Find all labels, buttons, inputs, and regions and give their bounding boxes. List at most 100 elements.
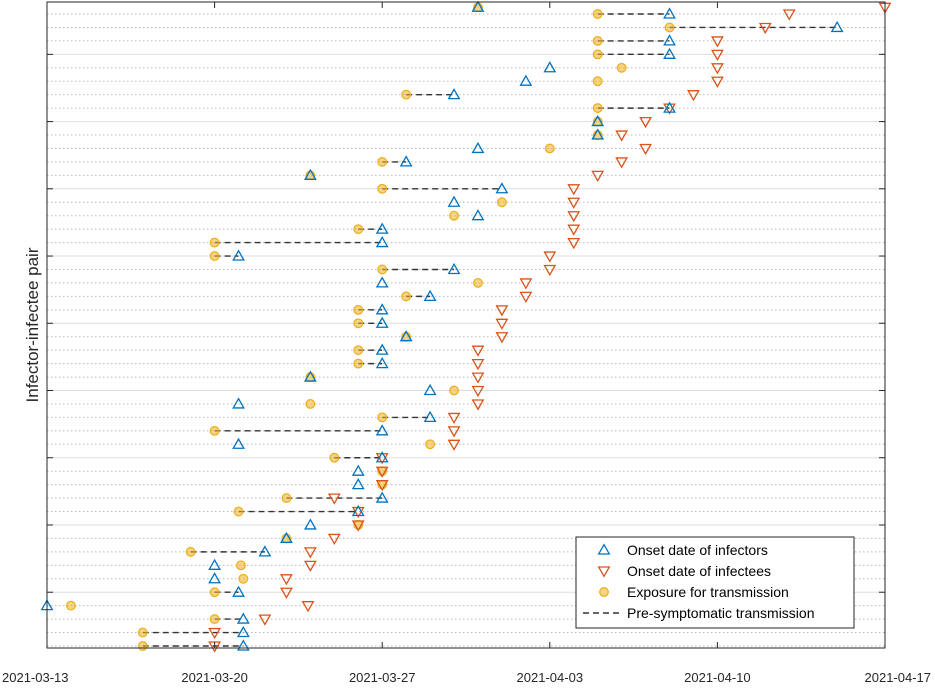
infectee-marker bbox=[258, 614, 272, 626]
exposure-marker bbox=[377, 412, 388, 423]
legend-box bbox=[575, 536, 855, 629]
exposure-marker bbox=[592, 76, 603, 87]
legend-label: Pre-symptomatic transmission bbox=[627, 605, 815, 621]
infector-marker bbox=[236, 639, 250, 651]
exposure-marker bbox=[496, 197, 507, 208]
legend-infectee-marker bbox=[597, 566, 611, 578]
infectee-marker bbox=[208, 627, 222, 640]
infector-marker bbox=[208, 558, 222, 570]
infector-marker bbox=[423, 383, 437, 396]
infectee-marker bbox=[567, 237, 581, 250]
infector-marker bbox=[471, 141, 485, 154]
infectee-marker bbox=[567, 224, 581, 236]
infectee-marker bbox=[447, 412, 461, 425]
infector-marker bbox=[399, 155, 413, 167]
infector-marker bbox=[232, 585, 245, 597]
infectee-marker bbox=[615, 130, 629, 142]
infector-marker bbox=[375, 222, 389, 234]
infector-marker bbox=[663, 7, 676, 19]
exposure-marker bbox=[449, 210, 459, 221]
infectee-marker bbox=[280, 574, 293, 586]
exposure-marker bbox=[209, 425, 220, 436]
infector-marker bbox=[232, 249, 245, 261]
exposure-marker bbox=[329, 452, 340, 463]
exposure-marker bbox=[305, 399, 316, 409]
infector-markers bbox=[40, 0, 844, 651]
exposure-marker bbox=[209, 587, 220, 598]
exposure-marker bbox=[209, 614, 220, 625]
infectee-marker bbox=[327, 533, 341, 546]
exposure-marker bbox=[238, 573, 249, 584]
infectee-marker bbox=[758, 22, 772, 35]
infectee-marker bbox=[447, 439, 461, 451]
infectee-marker bbox=[591, 170, 605, 182]
infector-marker bbox=[471, 0, 485, 12]
infectee-marker bbox=[495, 318, 509, 330]
infectee-marker bbox=[710, 49, 724, 61]
exposure-marker bbox=[353, 345, 364, 356]
infectee-marker bbox=[639, 143, 652, 156]
infector-marker bbox=[208, 572, 222, 584]
infectee-marker bbox=[301, 601, 315, 613]
infector-marker bbox=[303, 168, 317, 180]
infector-marker bbox=[447, 88, 461, 100]
infectee-markers bbox=[208, 2, 892, 653]
infector-marker bbox=[236, 625, 250, 638]
infector-marker bbox=[663, 47, 676, 59]
infector-marker bbox=[663, 101, 676, 113]
grid-lines bbox=[47, 13, 885, 647]
infector-marker bbox=[591, 128, 605, 140]
exposure-marker bbox=[592, 103, 603, 114]
infector-marker bbox=[375, 451, 389, 463]
infector-marker bbox=[303, 370, 317, 382]
infectee-marker bbox=[471, 399, 485, 411]
legend-label: Onset date of infectors bbox=[627, 542, 768, 558]
exposure-marker bbox=[425, 439, 436, 450]
exposure-marker bbox=[353, 358, 364, 369]
infector-marker bbox=[375, 491, 389, 503]
exposure-marker bbox=[473, 277, 483, 288]
infector-marker bbox=[543, 61, 557, 73]
infector-marker bbox=[519, 74, 533, 86]
infector-marker bbox=[399, 330, 413, 342]
infectee-marker bbox=[519, 291, 533, 303]
infector-marker bbox=[375, 276, 389, 288]
exposure-marker bbox=[401, 89, 412, 100]
exposure-marker bbox=[353, 304, 364, 315]
exposure-marker bbox=[664, 22, 675, 33]
infectee-marker bbox=[710, 76, 724, 88]
infector-marker bbox=[280, 531, 293, 544]
exposure-marker bbox=[137, 641, 148, 651]
exposure-marker bbox=[235, 560, 246, 571]
infector-marker bbox=[375, 357, 389, 369]
legend-infector-marker bbox=[597, 543, 611, 555]
infector-marker bbox=[232, 437, 245, 449]
infectee-marker bbox=[351, 506, 365, 519]
exposure-marker bbox=[544, 143, 555, 154]
exposure-marker bbox=[377, 264, 388, 275]
infector-marker bbox=[351, 504, 365, 517]
infectee-marker bbox=[710, 63, 724, 75]
infectee-marker bbox=[351, 520, 365, 532]
exposure-marker bbox=[353, 318, 364, 329]
infector-marker bbox=[423, 410, 437, 423]
infector-marker bbox=[447, 195, 461, 207]
infectee-marker bbox=[519, 278, 533, 290]
infector-marker bbox=[258, 545, 272, 557]
infector-marker bbox=[375, 235, 389, 248]
infectee-marker bbox=[303, 560, 317, 572]
infectee-marker bbox=[782, 9, 796, 21]
infector-marker bbox=[495, 182, 509, 194]
exposure-marker bbox=[233, 506, 244, 517]
exposure-markers bbox=[65, 2, 675, 651]
exposure-marker bbox=[209, 237, 220, 248]
infector-marker bbox=[375, 343, 389, 355]
infector-marker bbox=[303, 518, 317, 530]
exposure-marker bbox=[616, 62, 627, 73]
infector-marker bbox=[236, 612, 250, 624]
infectee-marker bbox=[471, 385, 485, 398]
x-tick-label: 2021-04-17 bbox=[865, 670, 932, 685]
x-tick-label: 2021-03-13 bbox=[2, 670, 69, 685]
